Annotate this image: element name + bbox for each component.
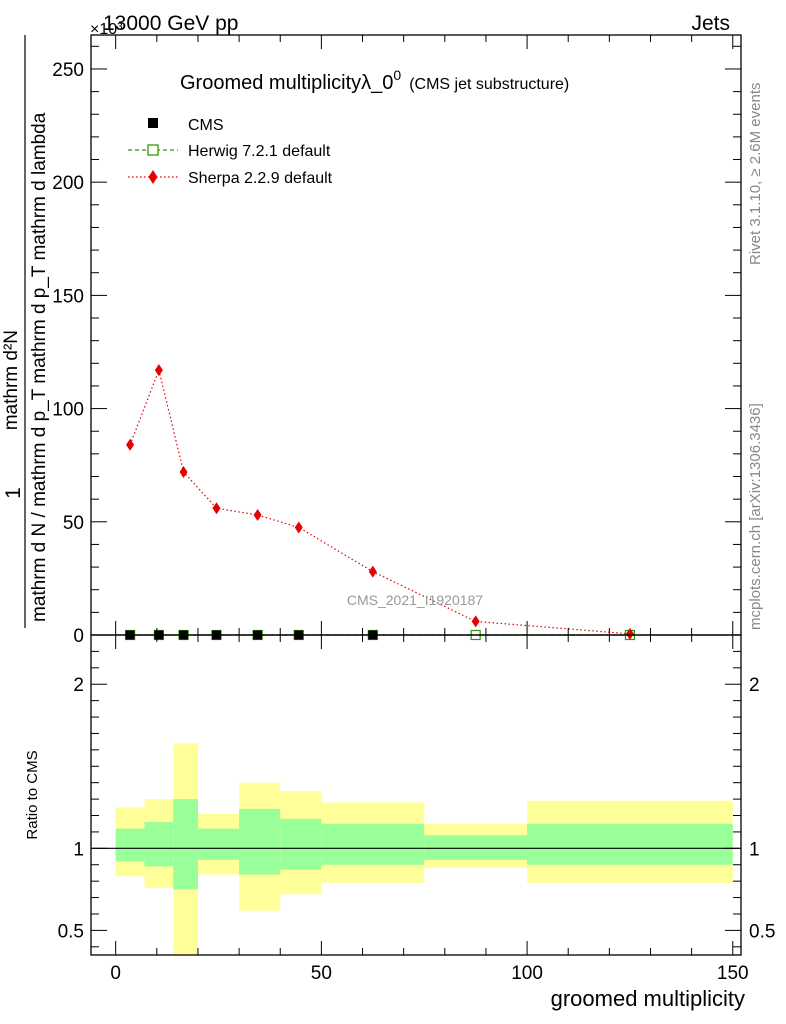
x-tick-label-2: 100 — [511, 963, 543, 984]
sherpa-point-6 — [368, 565, 377, 578]
ratio-band-inner-0 — [115, 828, 145, 862]
ratio-band-inner-1 — [144, 822, 174, 867]
series-line-sherpa — [129, 368, 630, 635]
chart-title-sup: 0 — [393, 67, 401, 83]
process-label: Jets — [691, 12, 730, 35]
main-y-tick-label-2: 100 — [52, 400, 84, 421]
x-tick-label-1: 50 — [311, 963, 332, 984]
ratio-band-inner-4 — [239, 808, 281, 875]
legend-marker-herwig — [147, 144, 159, 156]
x-tick-label-3: 150 — [717, 963, 749, 984]
y-label-prefactor: 1 — [2, 487, 25, 499]
sherpa-point-0 — [126, 438, 135, 451]
chart-title-main: Groomed multiplicityλ_0 — [180, 72, 393, 94]
ratio-y-tick-label-right-1: 1 — [749, 839, 760, 860]
main-y-tick-label-1: 50 — [63, 513, 84, 534]
main-plot-panel: 0 50 100 150 200 250 CMS_2021_I1920187 Groome… — [1, 34, 742, 647]
ratio-band-inner-6 — [321, 823, 425, 865]
ratio-y-tick-label-left-1: 1 — [73, 839, 84, 860]
ratio-band-inner-2 — [173, 799, 198, 890]
legend-label-cms: CMS — [188, 117, 224, 134]
x-tick-label-0: 0 — [110, 963, 121, 984]
sherpa-point-4 — [253, 509, 262, 521]
legend: CMS Herwig 7.2.1 default Sherpa 2.2.9 de… — [128, 117, 333, 187]
main-y-axis-label: 1 mathrm d²N mathrm d N / mathrm d p_T m… — [1, 35, 50, 628]
ratio-y-tick-label-right-2: 2 — [749, 675, 760, 696]
watermark: CMS_2021_I1920187 — [347, 592, 483, 608]
chart-subtitle: (CMS jet substructure) — [409, 76, 569, 93]
main-y-tick-label-3: 150 — [52, 286, 84, 307]
ratio-y-tick-label-left-0: 0.5 — [58, 921, 84, 942]
ratio-band-inner-5 — [280, 818, 322, 870]
ratio-plot-frame — [90, 634, 742, 956]
legend-label-herwig: Herwig 7.2.1 default — [188, 143, 331, 160]
sherpa-point-5 — [294, 521, 303, 534]
main-y-tick-label-5: 250 — [52, 60, 84, 81]
y-label-denominator: mathrm d N / mathrm d p_T mathrm d p_T m… — [29, 112, 50, 622]
site-label: mcplots.cern.ch [arXiv:1306.3436] — [747, 403, 764, 630]
legend-marker-cms — [148, 118, 158, 128]
y-label-numerator: mathrm d²N — [1, 330, 22, 430]
ratio-band-inner-8 — [527, 823, 733, 865]
energy-label: 13000 GeV pp — [103, 12, 238, 35]
sherpa-point-7 — [471, 615, 480, 628]
legend-marker-sherpa — [148, 170, 158, 184]
main-y-tick-label-0: 0 — [73, 626, 84, 647]
sherpa-point-1 — [154, 364, 163, 377]
ratio-y-tick-label-right-0: 0.5 — [749, 921, 775, 942]
legend-label-sherpa: Sherpa 2.2.9 default — [188, 170, 333, 187]
sherpa-point-2 — [179, 465, 188, 478]
main-y-tick-label-4: 200 — [52, 173, 84, 194]
sherpa-point-3 — [212, 502, 221, 515]
chart-title: Groomed multiplicityλ_00 (CMS jet substru… — [180, 67, 569, 94]
sherpa-point-8 — [625, 627, 634, 640]
y-scale-label: ×10³ — [90, 21, 123, 38]
ratio-y-label: Ratio to CMS — [24, 750, 41, 839]
x-axis-label: groomed multiplicity — [551, 986, 745, 1011]
ratio-y-tick-label-left-2: 2 — [73, 675, 84, 696]
ratio-band-inner-3 — [197, 828, 240, 860]
rivet-label: Rivet 3.1.10, ≥ 2.6M events — [747, 83, 764, 266]
main-axes: 0 50 100 150 200 250 — [52, 35, 741, 647]
ratio-plot-marks — [91, 743, 741, 955]
ratio-band-inner-7 — [424, 835, 528, 860]
